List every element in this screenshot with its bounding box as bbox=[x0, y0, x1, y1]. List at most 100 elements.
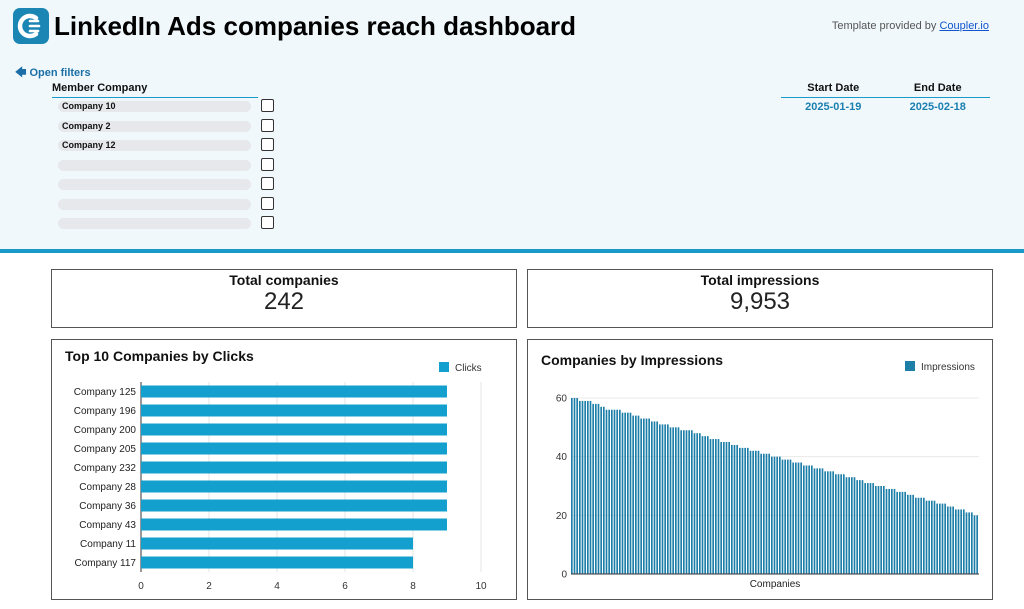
x-tick-label: 8 bbox=[410, 581, 416, 592]
bar bbox=[733, 444, 736, 574]
member-company-item[interactable]: Company 2 bbox=[58, 118, 288, 139]
bar bbox=[885, 488, 888, 574]
bar bbox=[816, 468, 818, 574]
chart-legend[interactable]: Impressions bbox=[905, 361, 975, 373]
credit-text: Template provided by bbox=[831, 20, 940, 32]
open-filters-button[interactable]: 🡄 Open filters bbox=[15, 64, 91, 83]
bar bbox=[736, 444, 738, 574]
bar bbox=[899, 491, 901, 574]
member-company-item[interactable] bbox=[58, 196, 288, 217]
member-company-item[interactable] bbox=[58, 157, 288, 178]
bar bbox=[685, 430, 688, 574]
chart-legend[interactable]: Clicks bbox=[439, 362, 482, 374]
bar bbox=[949, 506, 952, 574]
bar bbox=[912, 494, 914, 574]
member-company-checkbox[interactable] bbox=[261, 118, 274, 132]
start-date-value[interactable]: 2025-01-19 bbox=[805, 101, 862, 113]
bar bbox=[744, 447, 746, 574]
bar bbox=[672, 427, 674, 574]
impressions-bar-chart: 0 20 40 60 Companies bbox=[556, 394, 979, 590]
member-company-list: Company 10 Company 2 Company 12 bbox=[58, 99, 288, 236]
bar bbox=[651, 421, 653, 574]
bar bbox=[920, 497, 922, 574]
kpi-label: Total impressions bbox=[700, 272, 820, 288]
bar bbox=[611, 409, 613, 574]
bar bbox=[757, 450, 760, 574]
bar bbox=[645, 418, 648, 574]
bar bbox=[723, 442, 725, 574]
bar bbox=[637, 415, 640, 574]
member-company-item[interactable]: Company 10 bbox=[58, 99, 288, 119]
kpi-value: 9,953 bbox=[729, 288, 791, 315]
bar bbox=[789, 459, 792, 574]
bar bbox=[907, 494, 909, 574]
bar bbox=[832, 471, 834, 574]
bar bbox=[891, 488, 893, 574]
arrow-left-icon: 🡄 bbox=[15, 67, 27, 79]
bar bbox=[781, 459, 784, 574]
member-company-checkbox[interactable] bbox=[261, 99, 274, 112]
legend-label: Clicks bbox=[455, 363, 482, 374]
member-company-item[interactable] bbox=[58, 177, 288, 197]
bar bbox=[141, 404, 447, 417]
bar bbox=[717, 439, 720, 574]
bar bbox=[581, 400, 584, 574]
bar bbox=[667, 424, 669, 574]
clicks-bar-chart: 0 2 4 6 8 10 Company 125 Company 196 Company 200… bbox=[74, 382, 487, 592]
bar bbox=[661, 424, 664, 574]
coupler-link[interactable]: Coupler.io bbox=[939, 20, 989, 32]
bar bbox=[928, 500, 930, 574]
y-tick-label: Company 205 bbox=[74, 444, 137, 455]
bar bbox=[701, 436, 704, 574]
bar bbox=[827, 471, 829, 574]
bar bbox=[768, 453, 770, 574]
end-date-value[interactable]: 2025-02-18 bbox=[909, 101, 966, 113]
bar bbox=[931, 500, 933, 574]
bar bbox=[968, 512, 970, 574]
bar bbox=[971, 512, 973, 574]
bar bbox=[941, 503, 944, 574]
member-company-checkbox[interactable] bbox=[261, 196, 274, 210]
y-tick-label: Company 196 bbox=[74, 406, 137, 417]
bar bbox=[677, 427, 680, 574]
y-tick-label: 20 bbox=[556, 511, 568, 522]
x-tick-label: 10 bbox=[475, 581, 487, 592]
bar bbox=[619, 409, 621, 574]
bar bbox=[720, 442, 722, 574]
y-tick-label: Company 232 bbox=[74, 463, 137, 474]
member-company-label: Company 10 bbox=[58, 101, 251, 112]
bar bbox=[869, 483, 872, 574]
member-company-checkbox[interactable] bbox=[261, 216, 274, 229]
impressions-chart-card: Companies by Impressions Impressions 0 20… bbox=[527, 339, 993, 600]
bar bbox=[573, 398, 576, 574]
legend-swatch bbox=[439, 362, 449, 372]
bar bbox=[800, 462, 802, 574]
total-impressions-card: Total impressions 9,953 bbox=[527, 269, 993, 328]
start-date-label: Start Date bbox=[807, 82, 860, 94]
member-company-checkbox[interactable] bbox=[261, 177, 274, 190]
legend-label: Impressions bbox=[921, 362, 975, 373]
bar bbox=[635, 415, 637, 574]
bar bbox=[749, 450, 752, 574]
chart-title: Companies by Impressions bbox=[541, 352, 724, 368]
bar bbox=[837, 474, 840, 574]
member-company-label bbox=[58, 179, 251, 190]
bar bbox=[792, 462, 794, 574]
bar bbox=[632, 415, 634, 574]
y-tick-label: Company 125 bbox=[74, 387, 137, 398]
bar bbox=[840, 474, 842, 574]
bar bbox=[952, 506, 954, 574]
bar bbox=[613, 409, 616, 574]
bar bbox=[592, 403, 594, 574]
bar bbox=[771, 456, 773, 574]
bar bbox=[888, 488, 890, 574]
member-company-item[interactable]: Company 12 bbox=[58, 138, 288, 158]
bar bbox=[976, 515, 978, 574]
member-company-checkbox[interactable] bbox=[261, 138, 274, 151]
bar bbox=[875, 486, 877, 574]
bar bbox=[765, 453, 768, 574]
member-company-item[interactable] bbox=[58, 216, 288, 236]
member-company-checkbox[interactable] bbox=[261, 157, 274, 171]
bar bbox=[853, 477, 856, 574]
bar bbox=[933, 500, 936, 574]
